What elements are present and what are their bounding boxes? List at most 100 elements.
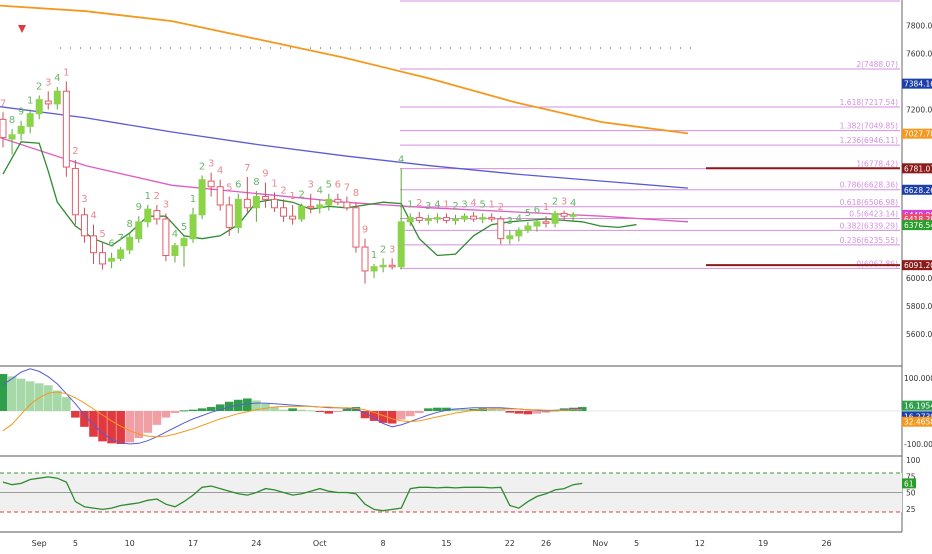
candle-body [415,217,423,221]
price-tick-label: 6000.00 [906,274,932,283]
td-count-label: 2 [199,161,205,172]
candle-body [515,229,523,237]
macd-histogram-bar [125,411,134,443]
price-tick-label: 7200.00 [906,106,932,115]
macd-histogram-bar [261,403,270,411]
fibonacci-levels: 2(7488.07) 1.618(7217.54) 1.382(7049.85) 1.… [60,0,900,269]
td-count-label: 2 [498,202,504,213]
td-count-label: 8 [353,188,359,199]
macd-histogram-bar [306,410,315,412]
price-label-text: 7384.16 [904,80,932,89]
td-count-label: 3 [507,216,513,227]
x-tick-label: 19 [758,539,768,548]
td-count-label: 3 [45,77,51,88]
macd-histogram-bar [188,409,198,411]
candle-body [171,245,179,257]
td-count-label: 9 [18,107,24,118]
candle-body [17,125,25,134]
td-count-label: 3 [461,199,467,210]
td-count-label: 2 [452,201,458,212]
macd-histogram-bar [215,404,225,411]
candle-body [243,198,251,209]
rsi-tick-label: 100 [906,456,921,465]
rsi-value-text: 61 [904,479,914,488]
macd-value-text: 32.4658 [904,418,932,427]
macd-value-text: 16.1954 [904,402,932,411]
price-label-box [902,220,932,231]
td-count-label: 9 [262,169,268,180]
td-count-label: 1 [271,178,277,189]
rsi-panel [0,472,902,513]
macd-histogram-bar [25,381,35,411]
candle-body [397,221,405,268]
td-count-label: 5 [226,183,232,194]
macd-histogram-bar [333,411,343,412]
td-count-label: 2 [552,197,558,208]
td-count-label: 1 [371,250,377,261]
td-count-label: 2 [72,146,78,157]
macd-histogram-bar [415,411,424,413]
price-tick-label: 5800.00 [906,302,932,311]
macd-histogram-bar [387,411,397,424]
candle-body [153,210,161,220]
td-count-label: 2 [298,190,304,201]
macd-value-box [902,400,932,411]
macd-histogram-bar [252,400,261,411]
td-count-label: 4 [54,73,60,84]
macd-histogram-bar [179,410,189,412]
price-label-box [902,128,932,139]
candle-body [162,218,170,256]
macd-histogram-bar [451,408,460,411]
x-tick-label: 26 [541,539,551,548]
macd-tick-label: -100.0000 [904,440,932,449]
candle-body [325,198,333,206]
candle-body [433,217,441,220]
td-count-label: 1 [443,199,449,210]
macd-histogram-bar [152,411,162,425]
td-count-label: 3 [81,194,87,205]
candle-body [225,204,233,228]
rsi-value-box [902,478,916,489]
macd-histogram-bar [143,411,153,433]
macd-histogram-bar [514,411,524,414]
candle-body [234,198,242,228]
rsi-tick-label: 25 [906,505,916,514]
td-count-label: 3 [308,180,314,191]
td-count-label: 1 [190,194,196,205]
macd-value-box [902,411,932,422]
macd-histogram-bar [360,411,370,419]
candle-body [216,186,224,206]
macd-histogram-bar [315,411,325,412]
macd-histogram-bar [433,407,442,411]
td-count-label: 3 [561,197,567,208]
price-label-box [902,184,932,195]
candle-body [461,215,469,220]
macd-histogram-bar [243,398,252,411]
candle-body [289,215,297,220]
fib-label: 0(6067.86) [856,259,898,268]
macd-line [2,391,583,438]
candle-body [542,221,550,224]
candle-body [198,179,206,216]
td-count-label: 8 [253,177,259,188]
td-count-label: 4 [434,199,440,210]
fib-label: 2(7488.07) [856,60,898,69]
td-count-label: 4 [570,198,576,209]
macd-histogram-bar [279,409,288,411]
macd-histogram-bar [206,407,216,411]
candle-body [252,196,260,209]
price-label-box [902,260,932,271]
td-count-label: 1 [27,96,33,107]
candle-body [8,134,16,140]
td-count-label: 6 [235,180,241,191]
price-label-box [902,78,932,89]
macd-histogram-bar [550,410,560,412]
td-count-label: 3 [163,199,169,210]
fib-label: 1.618(7217.54) [840,98,898,107]
td-count-label: 4 [172,229,178,240]
td-count-label: 6 [534,205,540,216]
td-count-label: 8 [127,219,133,230]
macd-histogram-bar [487,409,496,411]
td-count-label: 2 [154,191,160,202]
